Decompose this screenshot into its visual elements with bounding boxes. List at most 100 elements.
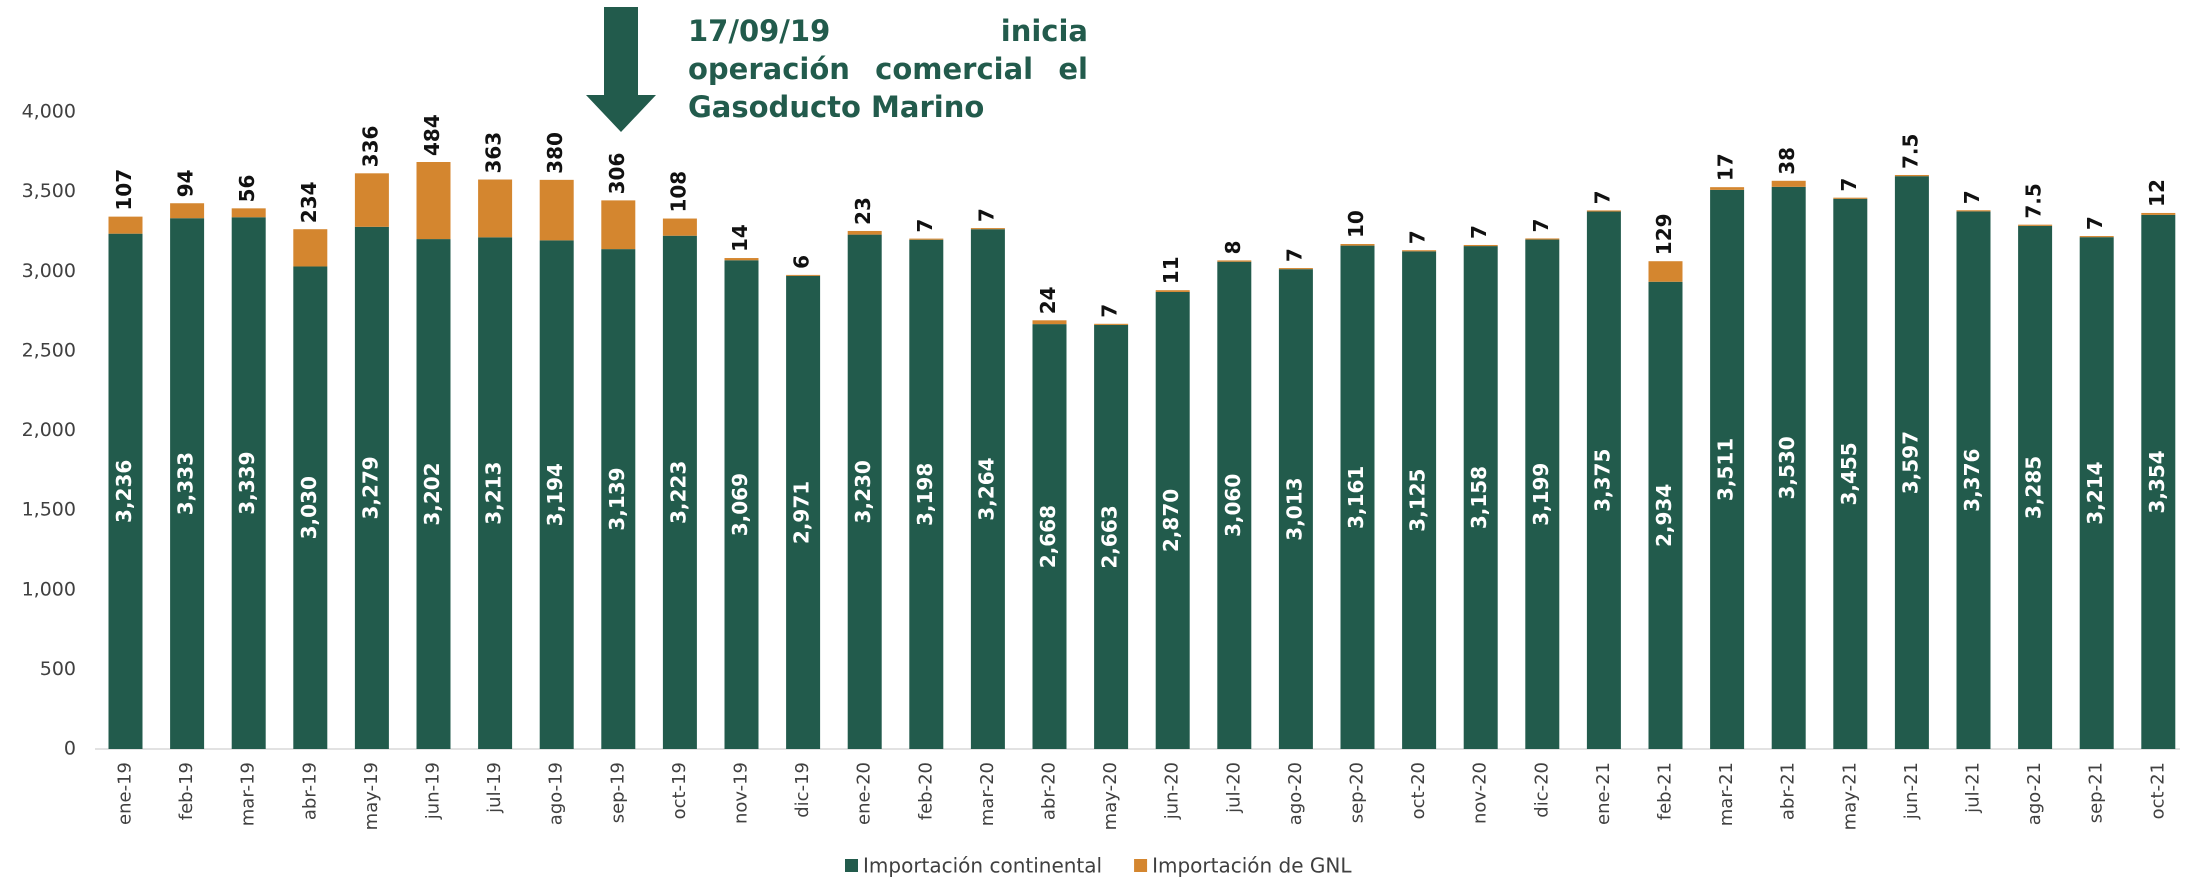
y-tick-label: 1,500 bbox=[22, 499, 76, 521]
data-label: 2,934 bbox=[1652, 484, 1676, 547]
bar-segment bbox=[232, 208, 266, 217]
x-tick-label: jun-19 bbox=[423, 762, 444, 820]
data-label: 3,194 bbox=[543, 463, 567, 526]
bar-segment bbox=[293, 229, 327, 266]
legend-label: Importación de GNL bbox=[1152, 854, 1352, 878]
data-label: 7 bbox=[1837, 178, 1861, 192]
data-label: 7 bbox=[1960, 190, 1984, 204]
data-label: 3,236 bbox=[112, 460, 136, 523]
data-label: 3,264 bbox=[974, 457, 998, 520]
bar-segment bbox=[1833, 198, 1867, 199]
x-tick-label: mar-20 bbox=[977, 762, 998, 826]
x-tick-label: jun-21 bbox=[1901, 762, 1922, 820]
bar-segment bbox=[1464, 245, 1498, 246]
data-label: 3,455 bbox=[1837, 442, 1861, 505]
data-label: 8 bbox=[1221, 240, 1245, 254]
data-label: 94 bbox=[174, 169, 198, 197]
data-label: 3,230 bbox=[851, 460, 875, 523]
data-label: 3,354 bbox=[2145, 450, 2169, 513]
data-label: 107 bbox=[112, 169, 136, 211]
data-label: 12 bbox=[2145, 179, 2169, 207]
x-tick-label: ago-19 bbox=[546, 762, 567, 825]
y-tick-label: 0 bbox=[64, 738, 76, 760]
bar-segment bbox=[1957, 210, 1991, 211]
bar-segment bbox=[1341, 244, 1375, 246]
x-tick-label: oct-19 bbox=[669, 762, 690, 819]
bar-segment bbox=[540, 180, 574, 241]
x-tick-label: mar-21 bbox=[1716, 762, 1737, 826]
bar-segment bbox=[1033, 320, 1067, 324]
data-label: 3,013 bbox=[1282, 477, 1306, 540]
bar-segment bbox=[1217, 260, 1251, 261]
bar-segment bbox=[2018, 225, 2052, 226]
bar-segment bbox=[478, 180, 512, 238]
x-tick-label: jul-20 bbox=[1223, 762, 1244, 814]
data-label: 108 bbox=[666, 171, 690, 213]
bar-segment bbox=[1156, 290, 1190, 292]
data-label: 3,375 bbox=[1590, 449, 1614, 512]
data-label: 24 bbox=[1036, 286, 1060, 314]
data-label: 3,158 bbox=[1467, 466, 1491, 529]
data-label: 306 bbox=[605, 153, 629, 195]
data-label: 7 bbox=[1406, 230, 1430, 244]
x-tick-label: abr-21 bbox=[1778, 762, 1799, 820]
x-tick-label: ago-20 bbox=[1285, 762, 1306, 825]
data-label: 3,333 bbox=[174, 452, 198, 515]
data-label: 7 bbox=[1467, 225, 1491, 239]
data-label: 7 bbox=[974, 208, 998, 222]
data-label: 3,285 bbox=[2022, 456, 2046, 519]
data-label: 6 bbox=[790, 255, 814, 269]
bar-segment bbox=[1094, 324, 1128, 325]
data-label: 363 bbox=[482, 132, 506, 174]
x-tick-label: feb-21 bbox=[1655, 762, 1676, 820]
data-label: 7 bbox=[1098, 304, 1122, 318]
data-label: 2,663 bbox=[1098, 505, 1122, 568]
bar-segment bbox=[109, 217, 143, 234]
bar-segment bbox=[1710, 187, 1744, 190]
bar-segment bbox=[1649, 261, 1683, 282]
bar-segment bbox=[417, 162, 451, 239]
x-tick-label: sep-19 bbox=[607, 762, 628, 823]
bar-segment bbox=[1402, 250, 1436, 251]
data-label: 3,376 bbox=[1960, 449, 1984, 512]
x-tick-label: oct-21 bbox=[2147, 762, 2168, 819]
x-tick-label: ene-19 bbox=[115, 762, 136, 825]
data-label: 56 bbox=[235, 175, 259, 203]
x-tick-label: jul-19 bbox=[484, 762, 505, 814]
x-tick-label: abr-20 bbox=[1039, 762, 1060, 820]
data-label: 3,199 bbox=[1529, 463, 1553, 526]
data-label: 10 bbox=[1344, 210, 1368, 238]
bar-segment bbox=[786, 275, 820, 276]
x-tick-label: feb-19 bbox=[176, 762, 197, 820]
bar-segment bbox=[601, 200, 635, 249]
arrow bbox=[586, 7, 656, 132]
legend-swatch bbox=[845, 859, 858, 872]
legend-swatch bbox=[1134, 859, 1147, 872]
annotation: 17/09/19 inicia operación comercial el G… bbox=[688, 12, 1088, 126]
data-label: 7 bbox=[1590, 190, 1614, 204]
data-label: 2,668 bbox=[1036, 505, 1060, 568]
data-label: 129 bbox=[1652, 213, 1676, 255]
x-tick-label: jun-20 bbox=[1162, 762, 1183, 820]
page: 05001,0001,5002,0002,5003,0003,5004,000e… bbox=[0, 0, 2187, 881]
data-label: 3,125 bbox=[1406, 469, 1430, 532]
data-label: 3,530 bbox=[1775, 436, 1799, 499]
chart: 05001,0001,5002,0002,5003,0003,5004,000e… bbox=[0, 0, 2187, 881]
y-tick-label: 2,500 bbox=[22, 339, 76, 361]
x-tick-label: ene-20 bbox=[854, 762, 875, 825]
bar-segment bbox=[1279, 268, 1313, 269]
data-label: 3,339 bbox=[235, 451, 259, 514]
data-label: 7.5 bbox=[2022, 183, 2046, 218]
x-tick-label: nov-20 bbox=[1470, 762, 1491, 824]
y-tick-label: 2,000 bbox=[22, 419, 76, 441]
data-label: 3,202 bbox=[420, 462, 444, 525]
bar-segment bbox=[663, 219, 697, 236]
data-label: 2,870 bbox=[1159, 489, 1183, 552]
x-tick-label: jul-21 bbox=[1963, 762, 1984, 814]
data-label: 380 bbox=[543, 132, 567, 174]
x-tick-label: mar-19 bbox=[238, 762, 259, 826]
data-label: 11 bbox=[1159, 256, 1183, 284]
data-label: 7 bbox=[2083, 216, 2107, 230]
y-tick-label: 500 bbox=[40, 658, 76, 680]
data-label: 3,213 bbox=[482, 462, 506, 525]
